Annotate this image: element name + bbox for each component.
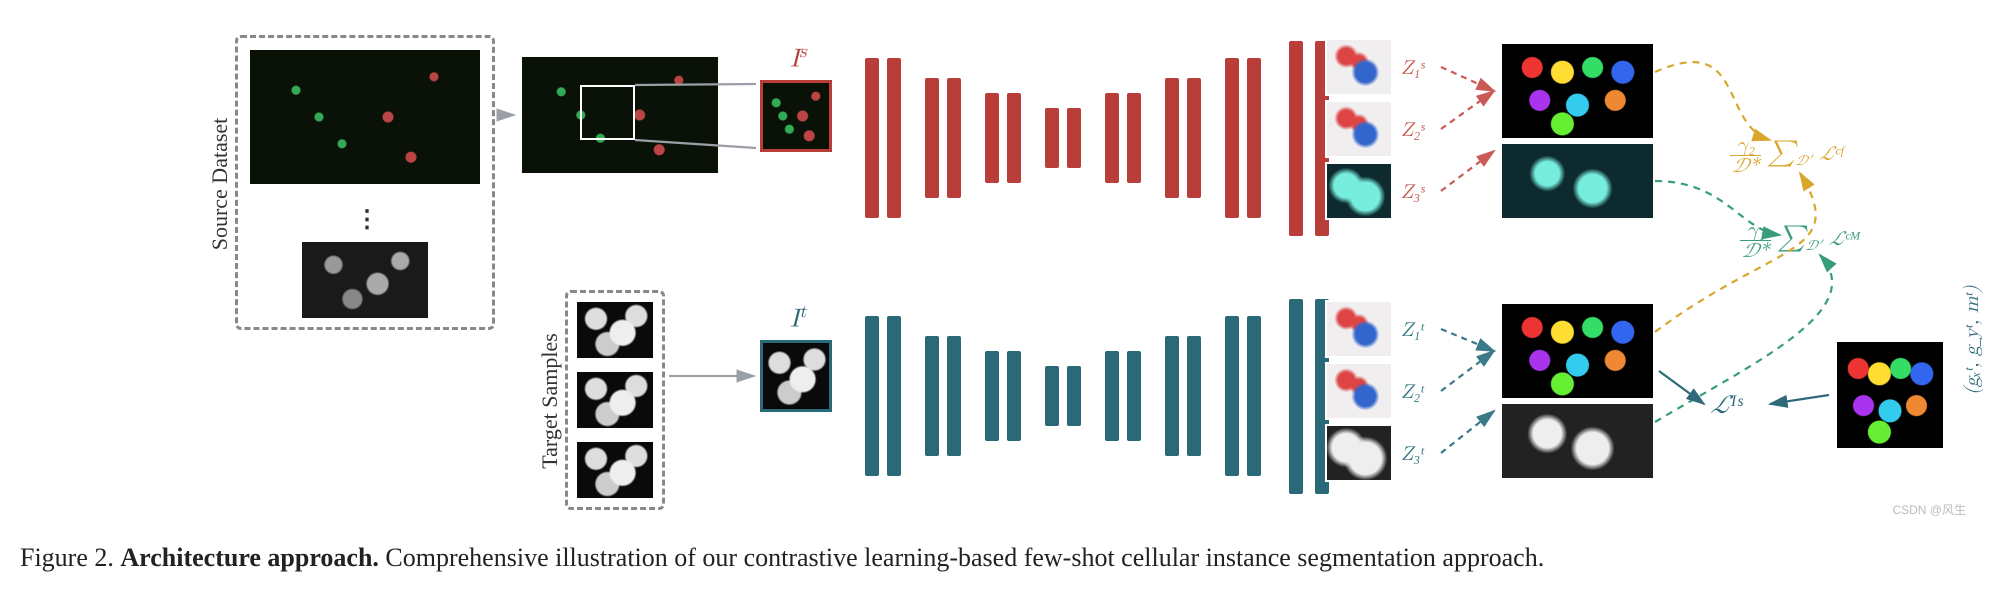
- unet-source-bar: [887, 58, 901, 218]
- Is-label: Is: [790, 40, 807, 76]
- gt-label: (gₓᵗ, g_yᵗ, mᵗ): [1960, 285, 1984, 395]
- loss-is-label: ℒᴵˢ: [1710, 390, 1742, 422]
- unet-source-bar: [1127, 93, 1141, 183]
- z-target-2: [1325, 362, 1393, 420]
- unet-target-bar: [1127, 351, 1141, 441]
- unet-target-bar: [1067, 366, 1081, 426]
- target-patch: [760, 340, 832, 412]
- figure-title: Architecture approach.: [120, 543, 379, 572]
- unet-source-bar: [925, 78, 939, 198]
- unet-source-bar: [1045, 108, 1059, 168]
- watermark: CSDN @风生: [1892, 501, 1966, 518]
- loss-cm-label: γ₁𝒟* ∑𝒟′ ℒᶜᴹ: [1740, 220, 1861, 261]
- z-source-3: [1325, 162, 1393, 220]
- figure-caption: Figure 2. Architecture approach. Compreh…: [20, 540, 1976, 576]
- unet-target-bar: [1165, 336, 1179, 456]
- source-image-2: [300, 240, 430, 320]
- target-sample-2: [575, 370, 655, 430]
- unet-target-bar: [1007, 351, 1021, 441]
- source-ellipsis: ⋮: [355, 205, 381, 234]
- figure-text: Comprehensive illustration of our contra…: [385, 543, 1544, 572]
- prob-map-target: [1500, 402, 1655, 480]
- unet-target-bar: [1247, 316, 1261, 476]
- z-source-1: [1325, 38, 1393, 96]
- unet-source-bar: [1225, 58, 1239, 218]
- seg-map-source: [1500, 42, 1655, 140]
- target-sample-1: [575, 300, 655, 360]
- z-source-label-2: Z₂ˢ: [1401, 118, 1424, 142]
- z-target-1: [1325, 300, 1393, 358]
- source-crop-rect: [580, 85, 635, 140]
- unet-target-bar: [1187, 336, 1201, 456]
- unet-target-bar: [985, 351, 999, 441]
- unet-target-head: [1289, 299, 1303, 494]
- unet-source-bar: [1165, 78, 1179, 198]
- unet-source-bar: [947, 78, 961, 198]
- architecture-diagram: ⋮ Source Dataset Is Target Samples It Z₁ˢ Z₂ˢ Z…: [20, 20, 1976, 520]
- unet-target-bar: [887, 316, 901, 476]
- ground-truth-target: [1835, 340, 1945, 450]
- unet-target-bar: [1045, 366, 1059, 426]
- unet-source-bar: [865, 58, 879, 218]
- z-source-label-3: Z₃ˢ: [1401, 180, 1424, 204]
- unet-target-bar: [1105, 351, 1119, 441]
- source-dataset-label: Source Dataset: [207, 104, 233, 264]
- z-source-2: [1325, 100, 1393, 158]
- unet-source-bar: [1247, 58, 1261, 218]
- unet-source-bar: [1067, 108, 1081, 168]
- unet-source-bar: [1187, 78, 1201, 198]
- figure-number: Figure 2.: [20, 543, 114, 572]
- figure-container: ⋮ Source Dataset Is Target Samples It Z₁ˢ Z₂ˢ Z…: [20, 20, 1976, 576]
- target-sample-3: [575, 440, 655, 500]
- unet-source-head: [1289, 41, 1303, 236]
- source-patch: [760, 80, 832, 152]
- unet-source-bar: [1105, 93, 1119, 183]
- It-label: It: [790, 300, 806, 336]
- unet-target-bar: [1225, 316, 1239, 476]
- source-image-1: [248, 48, 482, 186]
- unet-target-bar: [947, 336, 961, 456]
- unet-source-bar: [1007, 93, 1021, 183]
- z-target-3: [1325, 424, 1393, 482]
- prob-map-source: [1500, 142, 1655, 220]
- unet-source-bar: [985, 93, 999, 183]
- z-source-label-1: Z₁ˢ: [1401, 56, 1424, 80]
- loss-cf-label: γ₂𝒟* ∑𝒟′ ℒᶜᶠ: [1730, 135, 1843, 176]
- z-target-label-1: Z₁ᵗ: [1401, 318, 1424, 342]
- z-target-label-3: Z₃ᵗ: [1401, 442, 1424, 466]
- unet-target-bar: [925, 336, 939, 456]
- target-samples-label: Target Samples: [537, 316, 563, 486]
- seg-map-target: [1500, 302, 1655, 400]
- z-target-label-2: Z₂ᵗ: [1401, 380, 1424, 404]
- unet-target-bar: [865, 316, 879, 476]
